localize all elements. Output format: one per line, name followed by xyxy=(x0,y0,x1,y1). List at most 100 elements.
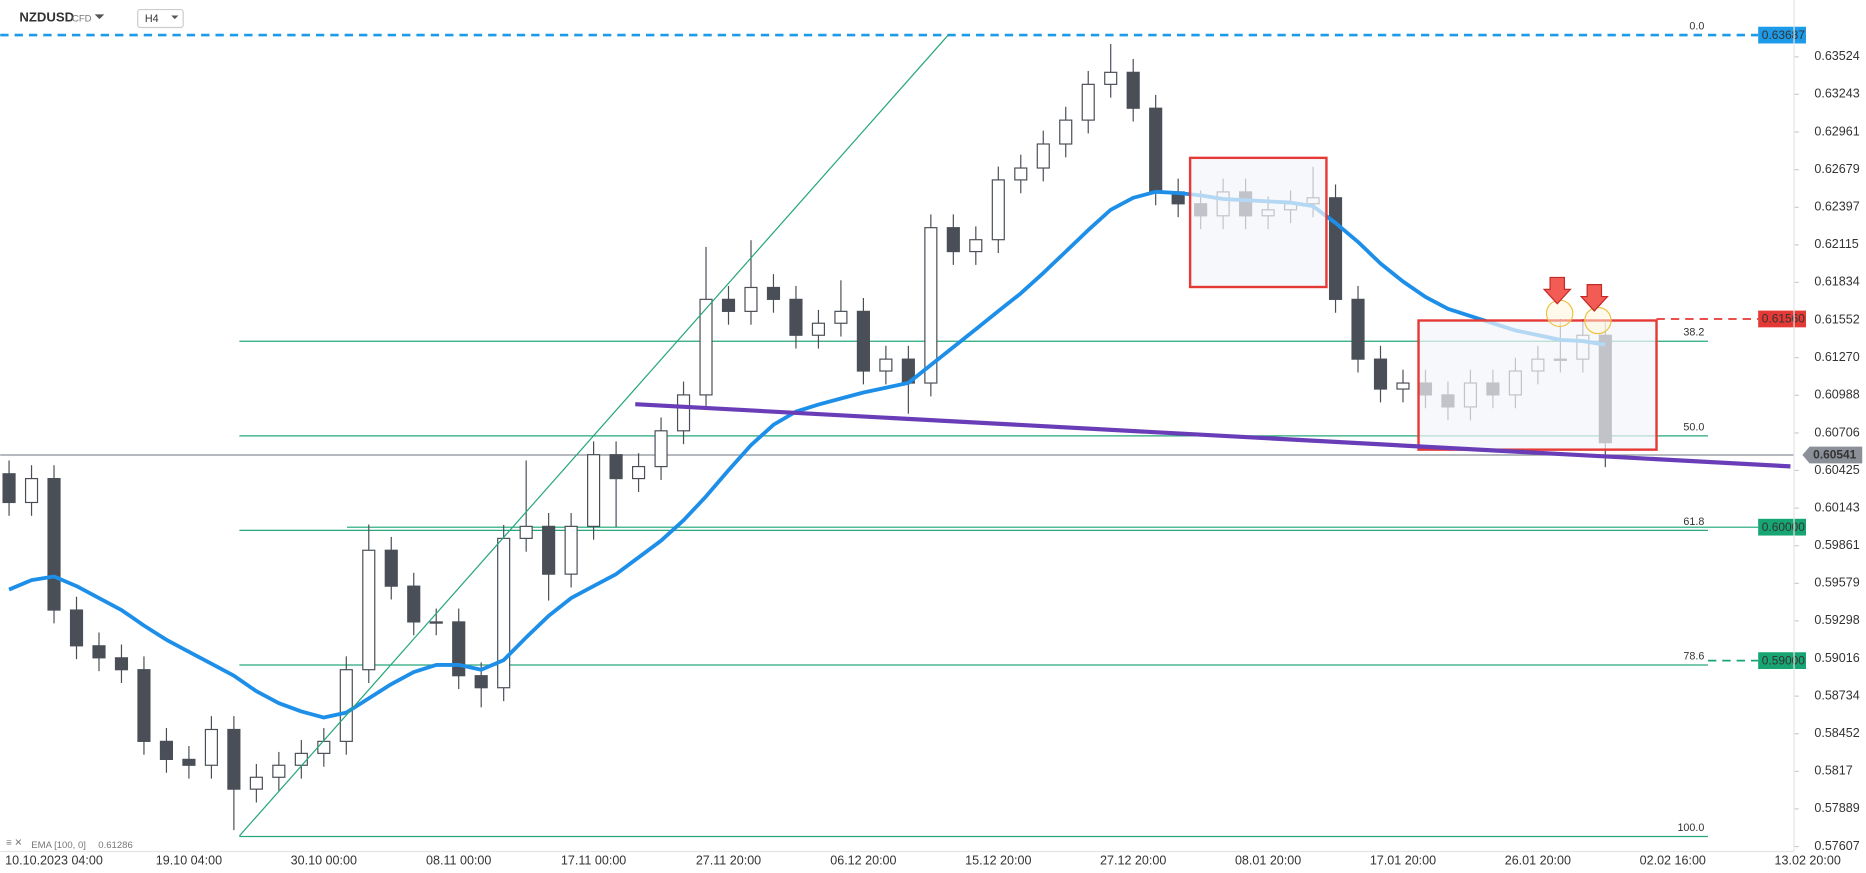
x-tick-label: 27.11 20:00 xyxy=(696,853,761,867)
candle-body xyxy=(834,310,848,324)
candle-body xyxy=(1014,167,1028,181)
candle-body xyxy=(676,394,691,432)
candle-body xyxy=(1104,71,1118,85)
candle-body xyxy=(969,239,983,253)
symbol: NZDUSD xyxy=(19,9,74,24)
x-tick-label: 02.02 16:00 xyxy=(1640,853,1706,867)
y-tick-label: 0.57889 xyxy=(1814,801,1859,815)
candle-body xyxy=(609,454,623,480)
arrow-down xyxy=(1542,276,1572,305)
fib-label: 50.0 xyxy=(1683,421,1704,433)
candle-body xyxy=(69,609,84,647)
candle-body xyxy=(631,465,646,480)
candle-body xyxy=(47,477,61,611)
candle-body xyxy=(339,669,353,742)
candle-body xyxy=(1126,71,1140,109)
y-tick-label: 0.58734 xyxy=(1814,688,1859,702)
dropdown-icon[interactable] xyxy=(94,14,105,20)
candle-body xyxy=(654,430,668,468)
y-tick-label: 0.60143 xyxy=(1814,500,1859,514)
candle-body xyxy=(159,740,174,760)
candle-body xyxy=(564,525,578,575)
candle-body xyxy=(474,675,488,689)
candle-body xyxy=(294,752,308,766)
x-tick-label: 08.11 00:00 xyxy=(426,853,491,867)
y-tick-label: 0.62679 xyxy=(1814,162,1859,176)
candle-body xyxy=(766,286,781,300)
candle-body xyxy=(946,227,960,253)
ema-line xyxy=(8,189,1606,720)
x-tick-label: 17.11 00:00 xyxy=(561,853,626,867)
x-tick-label: 17.01 20:00 xyxy=(1370,853,1436,867)
highlight-circle xyxy=(1584,306,1612,335)
candle-body xyxy=(2,473,16,504)
candle-body xyxy=(227,728,241,790)
y-tick-label: 0.5817 xyxy=(1814,764,1852,778)
fib-label: 0.0 xyxy=(1689,21,1704,33)
y-tick-label: 0.57607 xyxy=(1814,839,1859,853)
y-tick-label: 0.62397 xyxy=(1814,200,1859,214)
candle-body xyxy=(1373,358,1388,390)
y-tick-label: 0.60988 xyxy=(1814,388,1859,402)
y-tick-label: 0.58452 xyxy=(1814,726,1859,740)
y-tick-label: 0.60706 xyxy=(1814,425,1859,439)
price-tag-label: 0.59000 xyxy=(1762,653,1806,667)
highlight-circle xyxy=(1545,299,1574,328)
indicator-icons[interactable]: ≡ ✕ xyxy=(6,838,22,849)
candle-body xyxy=(137,669,151,742)
candle-body xyxy=(1328,197,1343,300)
candle-body xyxy=(856,310,870,372)
y-tick-label: 0.59861 xyxy=(1814,538,1859,552)
fib-label: 61.8 xyxy=(1683,516,1704,528)
price-tag-label: 0.60541 xyxy=(1813,448,1857,462)
x-tick-label: 15.12 20:00 xyxy=(965,853,1031,867)
x-tick-label: 08.01 20:00 xyxy=(1235,853,1301,867)
y-tick-label: 0.61552 xyxy=(1814,312,1859,326)
price-tag-label: 0.63687 xyxy=(1762,28,1806,42)
candle-body xyxy=(429,621,443,624)
candle-body xyxy=(24,477,39,504)
y-tick-label: 0.62961 xyxy=(1814,124,1859,138)
candle-body xyxy=(182,758,196,766)
y-tick-label: 0.63243 xyxy=(1814,87,1859,101)
trend-line xyxy=(238,34,949,837)
y-tick-label: 0.62115 xyxy=(1814,237,1858,251)
indicator-name: EMA [100, 0] xyxy=(31,840,86,851)
y-tick-label: 0.61270 xyxy=(1814,350,1859,364)
candle-body xyxy=(497,537,511,689)
candle-body xyxy=(744,286,758,312)
x-tick-label: 10.10.2023 04:00 xyxy=(5,853,103,867)
candle-body xyxy=(272,764,286,778)
candle-body xyxy=(384,549,398,587)
candle-body xyxy=(317,740,331,754)
price-tag-label: 0.60000 xyxy=(1762,520,1806,534)
candle-body xyxy=(1059,119,1073,145)
candle-body xyxy=(362,549,376,671)
candle-body xyxy=(587,454,601,527)
instrument: CFD xyxy=(72,14,92,25)
range-box xyxy=(1417,319,1658,451)
candle-body xyxy=(924,227,938,384)
x-tick-label: 19.10 04:00 xyxy=(156,853,222,867)
candle-body xyxy=(789,298,803,336)
fib-label: 100.0 xyxy=(1677,822,1704,834)
timeframe: H4 xyxy=(145,13,159,25)
fib-label: 38.2 xyxy=(1683,327,1704,339)
candle-body xyxy=(879,358,893,372)
y-tick-label: 0.59298 xyxy=(1814,613,1859,627)
candle-body xyxy=(1081,83,1095,121)
arrow-down xyxy=(1579,284,1609,312)
timeframe-box[interactable] xyxy=(137,8,184,29)
candle-body xyxy=(407,585,421,623)
candle-body xyxy=(542,525,556,575)
candle-body xyxy=(1036,143,1050,169)
candle-body xyxy=(1396,382,1410,390)
y-tick-label: 0.61834 xyxy=(1814,275,1859,289)
candle-body xyxy=(249,776,263,790)
x-tick-label: 27.12 20:00 xyxy=(1100,853,1166,867)
candle-body xyxy=(92,645,106,659)
x-tick-label: 06.12 20:00 xyxy=(830,853,896,867)
fib-label: 78.6 xyxy=(1683,651,1704,663)
y-tick-label: 0.63524 xyxy=(1814,49,1859,63)
